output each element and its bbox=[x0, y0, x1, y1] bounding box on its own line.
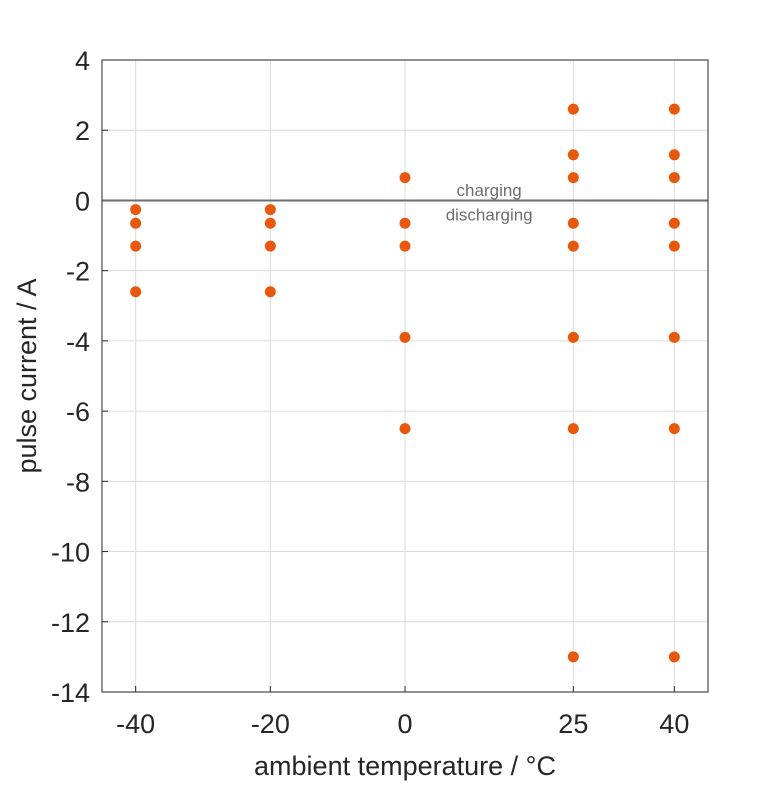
y-tick-label: -2 bbox=[66, 257, 90, 287]
x-tick-label: 40 bbox=[659, 709, 689, 739]
data-point bbox=[567, 331, 579, 343]
data-point bbox=[567, 651, 579, 663]
data-point bbox=[567, 149, 579, 161]
data-point bbox=[567, 172, 579, 184]
data-point bbox=[399, 217, 411, 229]
data-point bbox=[130, 217, 142, 229]
y-tick-label: -10 bbox=[51, 538, 90, 568]
data-point bbox=[264, 240, 276, 252]
y-tick-label: -12 bbox=[51, 608, 90, 638]
y-tick-label: 4 bbox=[75, 46, 90, 76]
data-point bbox=[264, 286, 276, 298]
plot-frame bbox=[101, 59, 709, 693]
data-point bbox=[567, 240, 579, 252]
y-tick-label: -6 bbox=[66, 397, 90, 427]
data-point bbox=[130, 204, 142, 216]
data-point bbox=[399, 423, 411, 435]
data-point bbox=[399, 331, 411, 343]
data-point bbox=[668, 103, 680, 115]
x-axis-label: ambient temperature / °C bbox=[254, 751, 556, 781]
grid bbox=[102, 59, 708, 693]
data-point bbox=[668, 172, 680, 184]
x-tick-label: -20 bbox=[251, 709, 290, 739]
data-point bbox=[399, 172, 411, 184]
data-points bbox=[130, 103, 680, 663]
y-tick-label: -4 bbox=[66, 327, 90, 357]
data-point bbox=[668, 217, 680, 229]
y-tick-label: -14 bbox=[51, 678, 90, 708]
annotations: charging discharging bbox=[446, 181, 533, 225]
data-point bbox=[668, 149, 680, 161]
x-tick-label: 25 bbox=[558, 709, 588, 739]
data-point bbox=[668, 331, 680, 343]
data-point bbox=[264, 204, 276, 216]
y-tick-label: 2 bbox=[75, 116, 90, 146]
y-tick-label: -8 bbox=[66, 467, 90, 497]
annotation-label: charging bbox=[457, 181, 522, 200]
x-tick-label: 0 bbox=[397, 709, 412, 739]
data-point bbox=[567, 103, 579, 115]
data-point bbox=[567, 217, 579, 229]
data-point bbox=[668, 651, 680, 663]
annotation-label: discharging bbox=[446, 205, 533, 224]
x-tick-label: -40 bbox=[116, 709, 155, 739]
data-point bbox=[130, 286, 142, 298]
y-tick-label: 0 bbox=[75, 186, 90, 216]
data-point bbox=[264, 217, 276, 229]
data-point bbox=[567, 423, 579, 435]
y-axis-label: pulse current / A bbox=[12, 278, 42, 473]
data-point bbox=[399, 240, 411, 252]
data-point bbox=[130, 240, 142, 252]
data-point bbox=[668, 240, 680, 252]
data-point bbox=[668, 423, 680, 435]
